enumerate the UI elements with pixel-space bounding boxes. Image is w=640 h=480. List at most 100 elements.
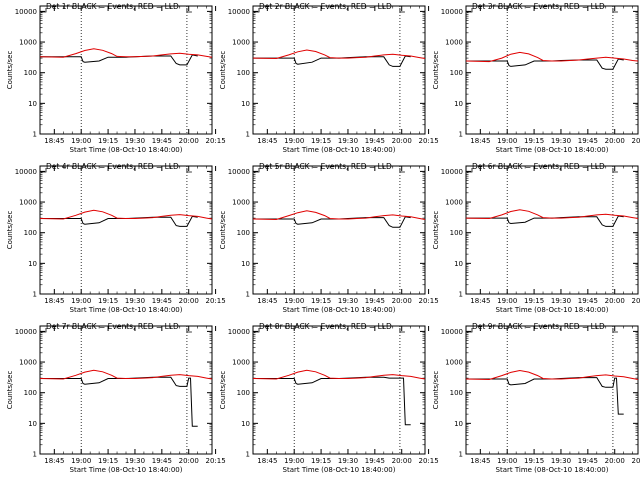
- y-tick-label: 10: [454, 260, 463, 268]
- chart-title: Det 6r BLACK = Events, RED = LLD: [472, 162, 605, 171]
- x-axis-label: Start Time (08-Oct-10 18:40:00): [283, 466, 396, 474]
- y-tick-label: 100: [24, 69, 37, 77]
- y-tick-label: 10000: [441, 8, 463, 16]
- y-axis-label: Counts/sec: [219, 371, 227, 410]
- x-tick-label: 19:30: [551, 137, 571, 145]
- y-tick-label: 10: [28, 100, 37, 108]
- x-tick-label: 18:45: [257, 297, 277, 305]
- attenuator-marker: [186, 8, 192, 13]
- plot-frame: [39, 165, 213, 295]
- x-tick-label: 19:15: [311, 297, 331, 305]
- y-tick-label: 10: [241, 100, 250, 108]
- x-tick-label: 19:45: [152, 457, 172, 465]
- y-axis-label: Counts/sec: [6, 371, 14, 410]
- x-tick-label: 19:15: [311, 457, 331, 465]
- x-tick-label: 19:15: [524, 297, 544, 305]
- y-axis-label: Counts/sec: [219, 51, 227, 90]
- y-tick-label: 10: [454, 100, 463, 108]
- chart-title: Det 1r BLACK = Events, RED = LLD: [46, 2, 179, 11]
- x-tick-label: 19:15: [311, 137, 331, 145]
- x-tick-label: 19:15: [98, 137, 118, 145]
- y-tick-label: 1000: [445, 359, 463, 367]
- y-axis-label: Counts/sec: [432, 371, 440, 410]
- x-tick-label: 18:45: [470, 137, 490, 145]
- x-tick-label: 20:15: [631, 457, 640, 465]
- x-tick-label: 18:45: [257, 457, 277, 465]
- chart-panel-3: Det 3r BLACK = Events, RED = LLD 1 10 100 10…: [432, 2, 640, 154]
- series-line-lld: [465, 51, 639, 63]
- y-tick-label: 1000: [19, 199, 37, 207]
- x-tick-label: 19:00: [497, 297, 517, 305]
- series-line-events: [253, 376, 411, 426]
- y-tick-label: 100: [450, 69, 463, 77]
- chart-title: Det 4r BLACK = Events, RED = LLD: [46, 162, 179, 171]
- y-tick-label: 1: [459, 131, 463, 139]
- y-axis-label: Counts/sec: [432, 211, 440, 250]
- y-tick-label: 1: [246, 291, 250, 299]
- attenuator-marker: [612, 8, 618, 13]
- series-line-events: [466, 377, 624, 415]
- x-axis-label: Start Time (08-Oct-10 18:40:00): [496, 466, 609, 474]
- y-tick-label: 100: [237, 389, 250, 397]
- attenuator-marker: [41, 168, 47, 173]
- x-tick-label: 19:30: [338, 457, 358, 465]
- y-tick-label: 1000: [232, 359, 250, 367]
- x-tick-label: 20:15: [631, 137, 640, 145]
- chart-title: Det 7r BLACK = Events, RED = LLD: [46, 322, 179, 331]
- x-tick-label: 19:45: [365, 297, 385, 305]
- x-tick-label: 20:15: [205, 457, 225, 465]
- x-tick-label: 20:00: [179, 457, 199, 465]
- series-line-lld: [252, 369, 426, 380]
- attenuator-marker: [41, 8, 47, 13]
- x-axis-label: Start Time (08-Oct-10 18:40:00): [70, 146, 183, 154]
- x-tick-label: 19:15: [98, 297, 118, 305]
- x-tick-label: 20:15: [205, 297, 225, 305]
- plot-frame: [39, 5, 213, 135]
- y-tick-label: 100: [24, 389, 37, 397]
- y-tick-label: 10: [28, 420, 37, 428]
- y-tick-label: 100: [237, 229, 250, 237]
- x-tick-label: 19:00: [71, 137, 91, 145]
- x-tick-label: 19:30: [551, 457, 571, 465]
- x-tick-label: 19:45: [578, 297, 598, 305]
- y-tick-label: 1: [246, 451, 250, 459]
- x-axis-label: Start Time (08-Oct-10 18:40:00): [283, 146, 396, 154]
- x-tick-label: 20:00: [179, 137, 199, 145]
- y-axis-label: Counts/sec: [219, 211, 227, 250]
- y-axis-label: Counts/sec: [432, 51, 440, 90]
- attenuator-marker: [612, 328, 618, 333]
- y-tick-label: 1000: [232, 39, 250, 47]
- x-tick-label: 20:00: [605, 297, 625, 305]
- x-tick-label: 20:00: [392, 457, 412, 465]
- x-tick-label: 19:30: [338, 297, 358, 305]
- plot-frame: [465, 5, 639, 135]
- series-line-lld: [465, 209, 639, 220]
- y-axis-label: Counts/sec: [6, 51, 14, 90]
- x-tick-label: 19:15: [98, 457, 118, 465]
- x-tick-label: 19:00: [284, 297, 304, 305]
- x-axis-label: Start Time (08-Oct-10 18:40:00): [70, 306, 183, 314]
- attenuator-marker: [399, 8, 405, 13]
- x-tick-label: 20:00: [392, 297, 412, 305]
- series-line-lld: [39, 48, 213, 58]
- y-tick-label: 1000: [19, 359, 37, 367]
- x-tick-label: 19:00: [497, 137, 517, 145]
- series-line-lld: [252, 49, 426, 60]
- x-tick-label: 19:30: [551, 297, 571, 305]
- y-tick-label: 10: [454, 420, 463, 428]
- x-tick-label: 19:45: [365, 137, 385, 145]
- x-tick-label: 20:00: [179, 297, 199, 305]
- y-tick-label: 10000: [441, 328, 463, 336]
- x-axis-label: Start Time (08-Oct-10 18:40:00): [70, 466, 183, 474]
- x-axis-label: Start Time (08-Oct-10 18:40:00): [496, 306, 609, 314]
- x-tick-label: 19:15: [524, 137, 544, 145]
- x-tick-label: 19:00: [497, 457, 517, 465]
- attenuator-marker: [399, 168, 405, 173]
- x-tick-label: 20:15: [631, 297, 640, 305]
- y-tick-label: 100: [237, 69, 250, 77]
- attenuator-marker: [467, 328, 473, 333]
- y-tick-label: 1: [33, 131, 37, 139]
- x-tick-label: 18:45: [44, 137, 64, 145]
- plot-frame: [39, 325, 213, 455]
